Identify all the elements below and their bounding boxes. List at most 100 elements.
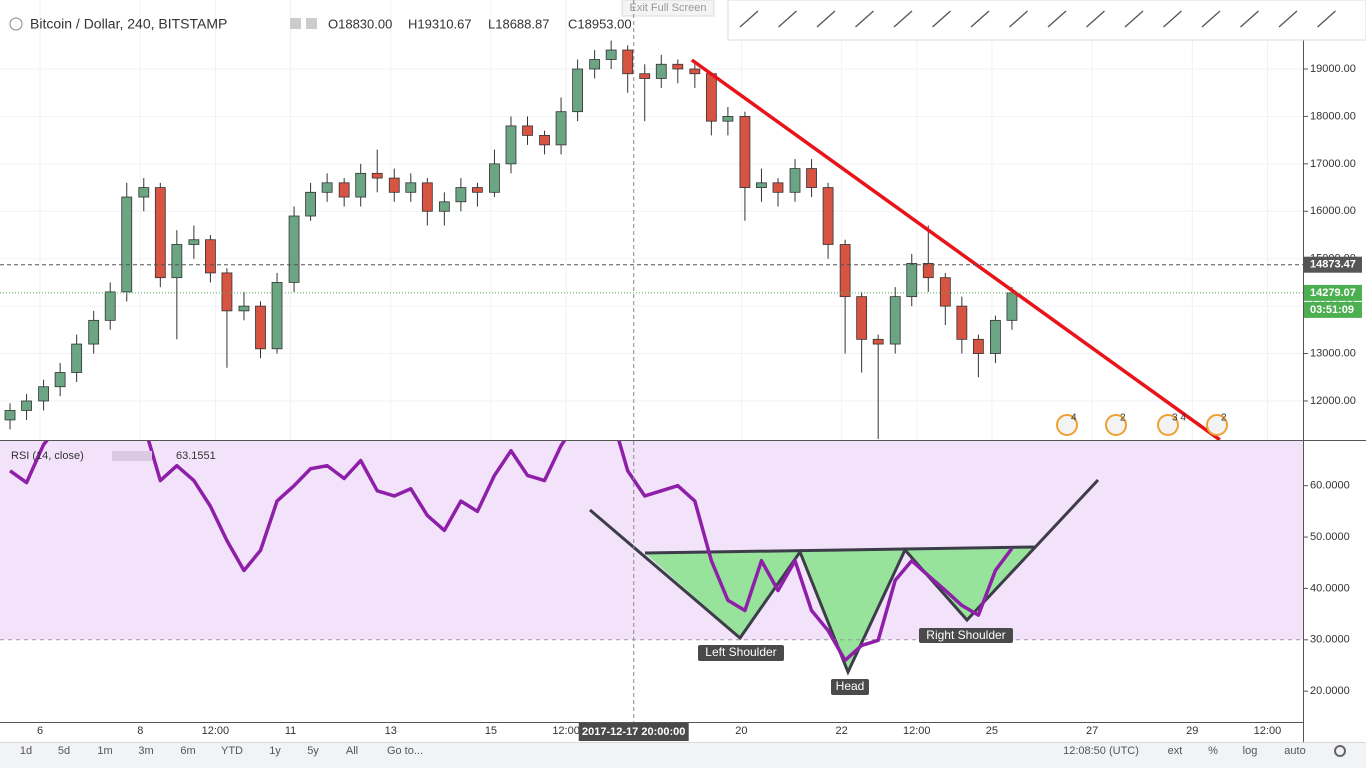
event-count[interactable]: 2 [1120,413,1126,424]
exit-fullscreen-label[interactable]: Exit Full Screen [629,2,706,14]
event-count[interactable]: 2 [1221,413,1227,424]
range-button[interactable]: 5d [58,745,70,757]
candle-body [839,244,851,298]
y-tick-label: 17000.00 [1310,158,1356,170]
x-tick-label: 12:00 [903,725,931,737]
candle-body [405,182,417,193]
range-button[interactable]: All [346,745,358,757]
low-value: L18688.87 [488,16,549,31]
drawing-tools [734,4,1342,34]
pattern-line [589,478,1100,676]
x-tick-label: 6 [37,725,43,737]
candle-body [121,196,133,293]
scale-button[interactable]: log [1243,745,1258,757]
tool-icon[interactable] [778,10,797,28]
scale-button[interactable]: 12:08:50 (UTC) [1063,745,1139,757]
tool-icon[interactable] [739,10,759,28]
candle-body [154,187,166,279]
tool-icon[interactable] [1317,10,1336,28]
candle-body [71,343,83,373]
tool-icon[interactable] [1240,10,1259,28]
candle-body [472,187,483,193]
candle-body [622,49,634,75]
candle-body [655,63,667,79]
price-label-box [1304,284,1362,301]
x-tick-label: 22 [835,725,847,737]
price-pane [0,0,1303,440]
x-tick-label: 25 [986,725,998,737]
event-badge[interactable] [1105,414,1127,436]
tool-icon[interactable] [855,10,874,28]
exit-fullscreen-button[interactable] [621,0,715,17]
y-tick-label: 30.0000 [1310,634,1350,646]
x-tick-label: 8 [137,725,143,737]
tool-icon[interactable] [1201,10,1221,28]
y-tick-label: 60.0000 [1310,480,1350,492]
candle-body [355,172,367,198]
range-button[interactable]: 5y [307,745,319,757]
tool-icon[interactable] [970,10,990,28]
candle-body [589,59,601,70]
symbol-title[interactable]: Bitcoin / Dollar, 240, BITSTAMP [30,16,227,32]
candle-body [489,163,500,193]
candle-body [221,272,233,312]
pattern-fill [800,550,905,672]
rsi-controls[interactable] [112,451,152,461]
tool-icon[interactable] [1163,10,1182,28]
hide-icon[interactable] [306,18,317,29]
y-tick-label: 16000.00 [1310,205,1356,217]
event-badge[interactable] [1056,414,1078,436]
y-tick-label: 20.0000 [1310,685,1350,697]
candle-body [939,277,951,307]
candle-body [990,319,1001,354]
candle-body [271,282,283,350]
tool-icon[interactable] [1009,10,1028,28]
range-button[interactable]: 3m [138,745,153,757]
tool-icon[interactable] [816,10,836,28]
tool-icon[interactable] [893,10,913,28]
candle-body [288,215,300,283]
candle-body [438,201,450,212]
candle-body [722,116,734,122]
candle-body [789,168,801,193]
range-button[interactable]: 1d [20,745,32,757]
tool-icon[interactable] [1124,10,1144,28]
range-button[interactable]: Go to... [387,745,423,757]
tool-icon[interactable] [1086,10,1105,28]
candle-body [138,187,150,198]
range-button[interactable]: YTD [221,745,243,757]
scale-button[interactable]: ext [1168,745,1183,757]
tool-icon[interactable] [1278,10,1298,28]
tool-icon[interactable] [1047,10,1067,28]
candle-body [889,296,901,345]
y-tick-label: 50.0000 [1310,531,1350,543]
event-count[interactable]: 3 4 [1172,413,1186,424]
candle-body [321,182,333,193]
y-tick-label: 12000.00 [1310,395,1356,407]
event-count[interactable]: 4 [1071,413,1077,424]
settings-button[interactable] [1334,745,1346,757]
rsi-line [9,441,1014,663]
candle-body [171,244,183,279]
candle-body [1006,292,1018,321]
x-tick-label: 13 [385,725,397,737]
settings-icon[interactable] [290,18,301,29]
candle-body [188,239,200,245]
annotation-label: Left Shoulder [705,645,776,659]
event-badge[interactable] [1206,414,1228,436]
scale-button[interactable]: auto [1284,745,1305,757]
candle-body [455,187,467,203]
y-tick-label: 40.0000 [1310,582,1350,594]
scale-button[interactable]: % [1208,745,1218,757]
candle-body [38,386,49,402]
range-button[interactable]: 6m [180,745,195,757]
candle-body [238,305,250,312]
symbol-icon[interactable] [9,17,23,31]
candle-body [4,410,16,421]
range-button[interactable]: 1y [269,745,281,757]
x-tick-label: 12:00 [552,725,580,737]
tool-icon[interactable] [932,10,951,28]
event-badge[interactable] [1157,414,1179,436]
range-button[interactable]: 1m [97,745,112,757]
